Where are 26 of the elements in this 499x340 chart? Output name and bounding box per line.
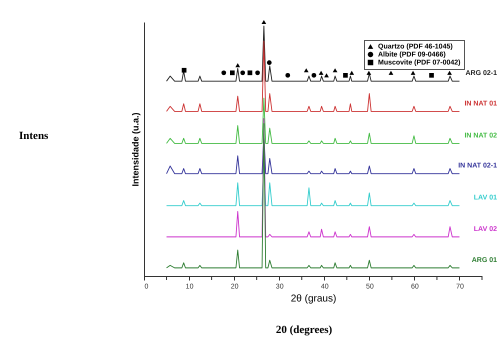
point — [332, 68, 338, 72]
point — [240, 70, 246, 76]
x-axis-title: 2θ (graus) — [290, 294, 336, 304]
point — [349, 70, 354, 75]
point — [235, 63, 240, 68]
point — [343, 72, 348, 78]
point — [447, 70, 452, 75]
point — [182, 68, 186, 73]
point — [304, 68, 309, 72]
point — [429, 72, 434, 78]
point — [410, 70, 416, 75]
point — [324, 73, 329, 78]
text: Intens — [19, 130, 50, 142]
point — [318, 70, 324, 75]
point — [312, 73, 316, 78]
point — [230, 70, 235, 76]
y-axis-title: Intensidade (u.a.) — [130, 112, 140, 187]
point — [248, 70, 252, 76]
point — [366, 70, 372, 75]
point — [388, 70, 394, 75]
text: 20 (degrees) — [276, 324, 332, 336]
point — [255, 70, 260, 76]
point — [262, 20, 266, 24]
point — [285, 73, 290, 78]
point — [266, 60, 272, 65]
point — [221, 70, 226, 76]
